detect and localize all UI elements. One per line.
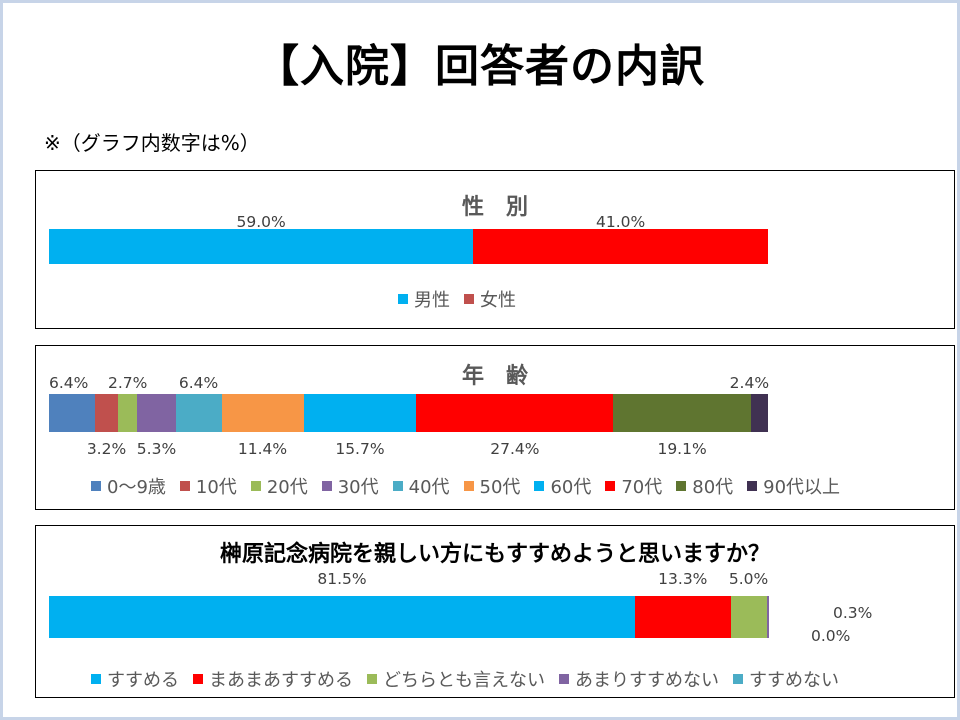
- age-bar-track: [49, 394, 768, 432]
- recommend-legend-swatch-3: [559, 674, 569, 684]
- age-bar-segment-1: [95, 394, 119, 432]
- age-data-label-0: 6.4%: [49, 374, 89, 392]
- age-bar-segment-5: [221, 394, 304, 432]
- gender-bar-segment-1: [473, 229, 768, 264]
- recommend-legend-item-3: あまりすすめない: [559, 666, 719, 692]
- age-legend-item-0: 0～9歳: [91, 473, 166, 499]
- recommend-legend-item-2: どちらとも言えない: [367, 666, 545, 692]
- gender-legend-swatch-0: [398, 294, 408, 304]
- gender-bar-segment-0: [49, 229, 474, 264]
- age-legend-item-7: 70代: [605, 473, 662, 499]
- age-legend-swatch-7: [605, 481, 616, 491]
- age-legend-swatch-6: [534, 481, 545, 491]
- recommend-legend-swatch-1: [193, 674, 203, 684]
- gender-bar-track: [49, 229, 768, 264]
- recommend-data-label-1: 13.3%: [658, 570, 708, 588]
- age-bar-segment-9: [750, 394, 768, 432]
- age-bar-segment-7: [416, 394, 614, 432]
- age-data-label-9: 2.4%: [729, 374, 770, 392]
- recommend-data-label-0: 81.5%: [317, 570, 367, 588]
- recommend-legend-label-4: すすめない: [749, 670, 839, 691]
- gender-legend-label-0: 男性: [414, 290, 450, 311]
- recommend-legend-swatch-0: [91, 674, 101, 684]
- age-legend-item-5: 50代: [463, 473, 521, 499]
- age-legend-label-1: 10代: [195, 477, 237, 498]
- age-data-label-3: 5.3%: [136, 440, 177, 458]
- recommend-legend-swatch-2: [367, 674, 377, 684]
- gender-data-label-1: 41.0%: [595, 213, 646, 231]
- age-legend-label-8: 80代: [692, 477, 734, 498]
- age-legend-swatch-3: [321, 481, 332, 491]
- gender-legend-swatch-1: [464, 294, 474, 304]
- gender-chart-title: 性 別: [461, 195, 528, 220]
- gender-legend-item-1: 女性: [464, 286, 516, 312]
- recommend-bar-segment-1: [634, 596, 731, 638]
- age-bar-segment-6: [303, 394, 417, 432]
- age-legend-label-3: 30代: [337, 477, 379, 498]
- age-legend-label-6: 60代: [550, 477, 592, 498]
- age-bar-segment-2: [118, 394, 138, 432]
- age-bar-segment-3: [137, 394, 176, 432]
- age-legend-label-0: 0～9歳: [107, 477, 166, 498]
- age-data-label-7: 27.4%: [490, 440, 540, 458]
- age-legend-label-5: 50代: [479, 477, 521, 498]
- age-legend-swatch-4: [392, 481, 403, 491]
- recommend-legend-label-3: あまりすすめない: [575, 670, 719, 691]
- recommend-legend-item-1: まあまあすすめる: [193, 666, 353, 692]
- age-data-label-5: 11.4%: [237, 440, 288, 458]
- age-legend-swatch-9: [747, 481, 758, 491]
- age-bar-segment-0: [49, 394, 96, 432]
- age-bar-segment-4: [175, 394, 222, 432]
- recommend-bar-segment-2: [730, 596, 767, 638]
- recommend-data-label-2: 5.0%: [728, 570, 769, 588]
- recommend-legend-item-4: すすめない: [733, 666, 839, 692]
- recommend-chart-panel: 榊原記念病院を親しい方にもすすめようと思いますか？ 81.5% 13.3% 5.0%…: [35, 525, 955, 698]
- age-legend-label-7: 70代: [621, 477, 663, 498]
- recommend-bar-segment-3: [766, 596, 769, 638]
- gender-legend-item-0: 男性: [398, 286, 450, 312]
- recommend-legend: すすめる まあまあすすめる どちらとも言えない あまりすすめない すすめない: [91, 666, 853, 692]
- gender-legend-label-1: 女性: [480, 290, 516, 311]
- recommend-bar-track: [49, 596, 769, 638]
- gender-chart-panel: 性 別 59.0% 41.0% 男性 女性: [35, 170, 955, 329]
- gender-data-label-0: 59.0%: [236, 213, 286, 231]
- percent-note: ※（グラフ内数字は%）: [44, 131, 260, 155]
- age-data-label-6: 15.7%: [335, 440, 385, 458]
- age-legend-swatch-8: [676, 481, 687, 491]
- age-data-label-8: 19.1%: [657, 440, 707, 458]
- age-data-label-2: 2.7%: [108, 374, 148, 392]
- age-legend: 0～9歳 10代 20代 30代 40代 50代 60代 70代 80代 90代以上: [91, 473, 854, 499]
- gender-legend: 男性 女性: [398, 286, 530, 312]
- age-legend-swatch-0: [91, 481, 101, 491]
- age-bar-segment-8: [613, 394, 751, 432]
- age-legend-label-2: 20代: [266, 477, 308, 498]
- age-legend-item-2: 20代: [250, 473, 308, 499]
- age-legend-item-3: 30代: [321, 473, 379, 499]
- age-legend-swatch-1: [179, 481, 190, 491]
- age-legend-swatch-5: [463, 481, 474, 491]
- age-legend-swatch-2: [250, 481, 261, 491]
- age-chart-title: 年 齢: [461, 364, 528, 389]
- recommend-chart-title: 榊原記念病院を親しい方にもすすめようと思いますか？: [219, 542, 770, 567]
- recommend-legend-label-1: まあまあすすめる: [209, 670, 353, 691]
- recommend-data-label-4: 0.0%: [811, 627, 851, 645]
- age-data-label-1: 3.2%: [86, 440, 127, 458]
- age-chart-panel: 年 齢 6.4% 3.2% 2.7% 5.3% 6.4% 11.4% 15.7% 27.4% 1…: [35, 345, 955, 510]
- age-legend-item-8: 80代: [676, 473, 733, 499]
- recommend-data-label-3: 0.3%: [833, 604, 873, 622]
- age-legend-label-9: 90代以上: [763, 477, 841, 498]
- recommend-bar-segment-0: [49, 596, 635, 638]
- age-legend-item-6: 60代: [534, 473, 591, 499]
- recommend-legend-swatch-4: [733, 674, 743, 684]
- recommend-legend-label-2: どちらとも言えない: [383, 670, 545, 691]
- recommend-legend-label-0: すすめる: [107, 670, 179, 691]
- age-legend-item-4: 40代: [392, 473, 450, 499]
- age-data-label-4: 6.4%: [178, 374, 219, 392]
- age-legend-label-4: 40代: [408, 477, 450, 498]
- page-title: 【入院】回答者の内訳: [255, 41, 705, 92]
- recommend-legend-item-0: すすめる: [91, 666, 179, 692]
- age-legend-item-9: 90代以上: [747, 473, 840, 499]
- age-legend-item-1: 10代: [179, 473, 237, 499]
